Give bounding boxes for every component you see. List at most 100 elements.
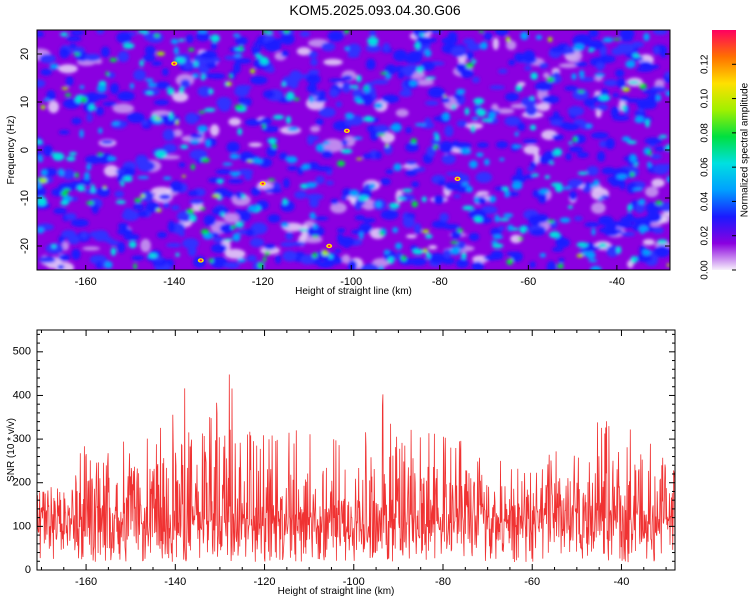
heatmap-blob <box>62 169 75 180</box>
heatmap-peak <box>506 258 513 266</box>
heatmap-blob <box>630 154 637 163</box>
heatmap-blob <box>388 202 400 210</box>
heatmap-blob <box>163 201 170 209</box>
heatmap-blob <box>603 79 619 87</box>
heatmap-blob <box>538 188 550 195</box>
heatmap-valley <box>506 40 517 51</box>
heatmap-blob <box>512 227 519 231</box>
heatmap-peak <box>312 252 318 258</box>
heatmap-x-tick-label: -120 <box>252 276 274 288</box>
heatmap-blob <box>233 61 241 74</box>
heatmap-hotspot-core <box>456 177 459 180</box>
heatmap-blob <box>241 193 246 200</box>
heatmap-blob <box>424 76 437 80</box>
heatmap-blob <box>142 124 151 129</box>
heatmap-blob <box>123 208 133 214</box>
heatmap-blob <box>369 86 376 95</box>
heatmap-blob <box>468 209 487 220</box>
heatmap-blob <box>498 218 510 222</box>
heatmap-valley <box>536 102 551 112</box>
heatmap-x-tick-label: -60 <box>520 276 536 288</box>
heatmap-peak <box>629 172 635 178</box>
heatmap-blob <box>210 42 218 51</box>
heatmap-blob <box>250 187 261 196</box>
heatmap-blob <box>315 118 324 126</box>
heatmap-blob <box>552 246 564 252</box>
heatmap-blob <box>116 31 132 44</box>
heatmap-blob <box>646 211 662 223</box>
heatmap-blob <box>537 192 547 204</box>
heatmap-blob <box>634 110 646 117</box>
heatmap-blob <box>162 68 169 76</box>
heatmap-blob <box>189 214 197 223</box>
heatmap-blob <box>285 115 292 125</box>
heatmap-blob <box>616 174 628 180</box>
heatmap-blob <box>123 233 140 241</box>
heatmap-blob <box>473 216 483 223</box>
heatmap-blob <box>427 87 445 98</box>
heatmap-blob <box>445 171 463 176</box>
heatmap-blob <box>272 114 285 120</box>
heatmap-blob <box>321 42 336 52</box>
heatmap-blob <box>490 250 504 260</box>
heatmap-blob <box>281 81 286 88</box>
heatmap-peak <box>40 104 46 110</box>
heatmap-blob <box>615 69 625 78</box>
heatmap-blob <box>145 91 154 96</box>
heatmap-blob <box>335 101 342 108</box>
heatmap-blob <box>514 131 519 137</box>
snr-y-axis-label: SNR (10 * v/v) <box>6 418 17 482</box>
heatmap-blob <box>567 205 573 209</box>
heatmap-blob <box>319 90 326 99</box>
heatmap-blob <box>450 46 467 58</box>
heatmap-blob <box>414 122 427 127</box>
heatmap-blob <box>350 84 359 89</box>
heatmap-peak <box>666 263 670 267</box>
heatmap-blob <box>171 204 180 211</box>
heatmap-blob <box>539 62 549 69</box>
heatmap-peak <box>377 133 386 137</box>
heatmap-peak <box>188 47 195 52</box>
heatmap-peak <box>133 263 137 270</box>
heatmap-blob <box>515 84 523 92</box>
heatmap-blob <box>170 180 183 193</box>
heatmap-blob <box>266 146 277 157</box>
heatmap-blob <box>347 52 360 58</box>
heatmap-blob <box>122 42 135 49</box>
heatmap-blob <box>626 182 637 194</box>
heatmap-blob <box>652 226 664 234</box>
heatmap-peak <box>250 68 256 74</box>
heatmap-blob <box>407 51 424 60</box>
heatmap-blob <box>365 58 376 70</box>
heatmap-blob <box>548 116 565 121</box>
heatmap-valley <box>492 37 499 50</box>
heatmap-blob <box>532 189 540 198</box>
heatmap-peak <box>401 255 407 262</box>
heatmap-blob <box>378 265 384 270</box>
heatmap-peak <box>155 208 162 213</box>
heatmap-blob <box>352 136 363 140</box>
heatmap-blob <box>549 161 555 165</box>
heatmap-blob <box>37 183 42 189</box>
heatmap-blob <box>262 125 279 133</box>
heatmap-blob <box>58 254 71 261</box>
heatmap-valley <box>58 64 78 74</box>
heatmap-blob <box>397 71 405 79</box>
heatmap-blob <box>511 181 523 190</box>
heatmap-peak <box>577 90 585 93</box>
heatmap-valley <box>296 47 312 56</box>
heatmap-blob <box>529 261 536 268</box>
heatmap-peak <box>190 164 196 171</box>
heatmap-blob <box>237 257 246 263</box>
heatmap-y-tick-label: 20 <box>19 48 31 60</box>
heatmap-peak <box>86 201 94 205</box>
heatmap-blob <box>349 189 359 198</box>
heatmap-blob <box>444 124 454 137</box>
heatmap-blob <box>492 234 504 240</box>
heatmap-peak <box>422 248 428 253</box>
heatmap-blob <box>215 169 233 175</box>
heatmap-blob <box>174 57 186 64</box>
heatmap-peak <box>443 94 447 98</box>
heatmap-blob <box>37 155 44 163</box>
heatmap-blob <box>476 152 484 158</box>
